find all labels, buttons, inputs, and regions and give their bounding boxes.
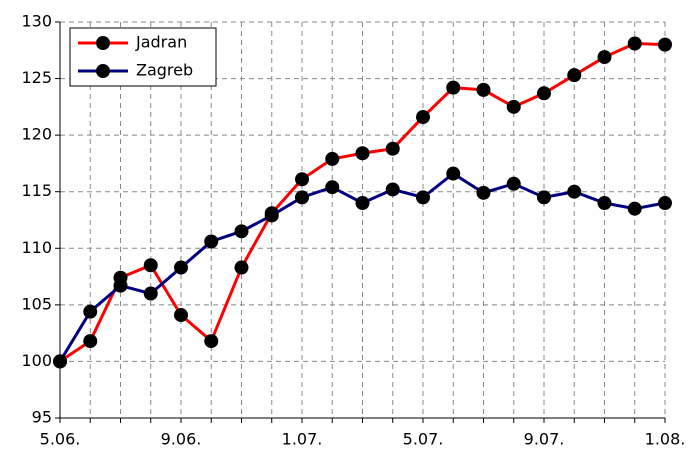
point — [83, 334, 98, 349]
x-tick-label: 1.08. — [645, 430, 686, 449]
x-tick-label: 5.06. — [40, 430, 81, 449]
point — [627, 36, 642, 51]
y-tick-label: 115 — [21, 181, 52, 200]
point — [506, 99, 521, 114]
x-tick-label: 9.06. — [161, 430, 202, 449]
legend-label: Jadran — [135, 33, 187, 52]
x-tick-label: 9.07. — [524, 430, 565, 449]
point — [204, 234, 219, 249]
y-tick-label: 110 — [21, 238, 52, 257]
point — [174, 308, 188, 323]
point — [385, 141, 400, 156]
point — [355, 196, 370, 211]
x-tick-label: 1.07. — [282, 430, 323, 449]
point — [174, 260, 188, 275]
legend-marker — [96, 36, 110, 50]
point — [113, 278, 128, 293]
point — [83, 304, 98, 319]
point — [627, 201, 642, 216]
point — [416, 110, 430, 125]
point — [143, 258, 158, 273]
point — [537, 190, 551, 205]
point — [385, 182, 400, 197]
point — [295, 172, 309, 187]
y-tick-label: 100 — [21, 351, 52, 370]
point — [567, 184, 582, 199]
point — [325, 151, 340, 166]
point — [416, 190, 430, 205]
point — [537, 86, 551, 101]
point — [204, 334, 219, 349]
point — [234, 260, 249, 275]
legend-box — [69, 27, 217, 87]
point — [658, 37, 672, 52]
point — [143, 286, 158, 301]
point — [476, 82, 491, 97]
point — [597, 196, 612, 211]
point — [597, 50, 612, 65]
y-tick-label: 95 — [32, 408, 52, 427]
point — [325, 180, 340, 195]
legend-marker — [96, 64, 110, 78]
point — [53, 354, 67, 369]
point — [658, 196, 672, 211]
point — [446, 80, 461, 95]
point — [506, 176, 521, 191]
point — [234, 224, 249, 239]
x-tick-label: 5.07. — [403, 430, 444, 449]
y-tick-label: 125 — [21, 68, 52, 87]
legend-label: Zagreb — [136, 61, 193, 80]
point — [264, 208, 279, 223]
point — [476, 185, 491, 200]
y-tick-label: 120 — [21, 125, 52, 144]
point — [355, 146, 370, 161]
point — [446, 166, 461, 181]
y-tick-label: 130 — [21, 12, 52, 31]
point — [295, 190, 309, 205]
point — [567, 68, 582, 83]
y-tick-label: 105 — [21, 294, 52, 313]
